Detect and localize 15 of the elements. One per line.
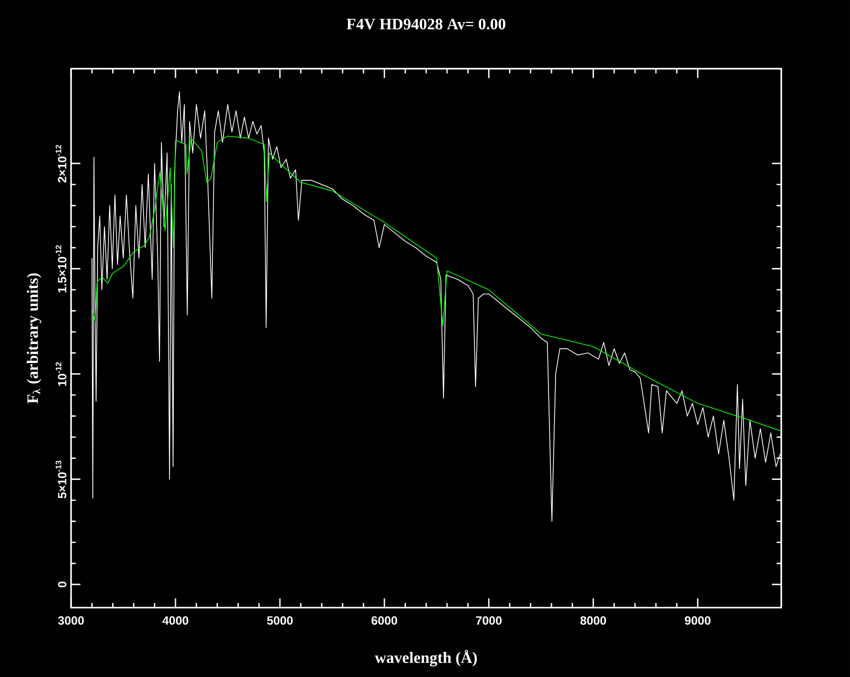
x-tick-label: 6000 (372, 616, 398, 625)
y-tick-label: 5×10$^{-13}$ (56, 460, 66, 498)
x-tick-label: 4000 (162, 616, 188, 625)
x-tick-label: 8000 (580, 616, 606, 625)
y-tick-label: 10$^{-12}$ (56, 362, 66, 386)
y-axis-title: F$_{λ}$ (arbitrary units) (26, 273, 42, 404)
y-tick-label: 1.5×10$^{-12}$ (56, 245, 66, 292)
x-tick-label: 9000 (684, 616, 710, 625)
chart-title: F4V HD94028 Av= 0.00 (346, 18, 506, 30)
y-tick-label: 2×10$^{-12}$ (56, 144, 66, 182)
x-tick-label: 3000 (58, 616, 84, 625)
x-axis-title: wavelength (Å) (374, 650, 477, 666)
x-tick-label: 7000 (476, 616, 502, 625)
x-tick-label: 5000 (267, 616, 293, 625)
y-tick-label: 0 (58, 581, 66, 588)
